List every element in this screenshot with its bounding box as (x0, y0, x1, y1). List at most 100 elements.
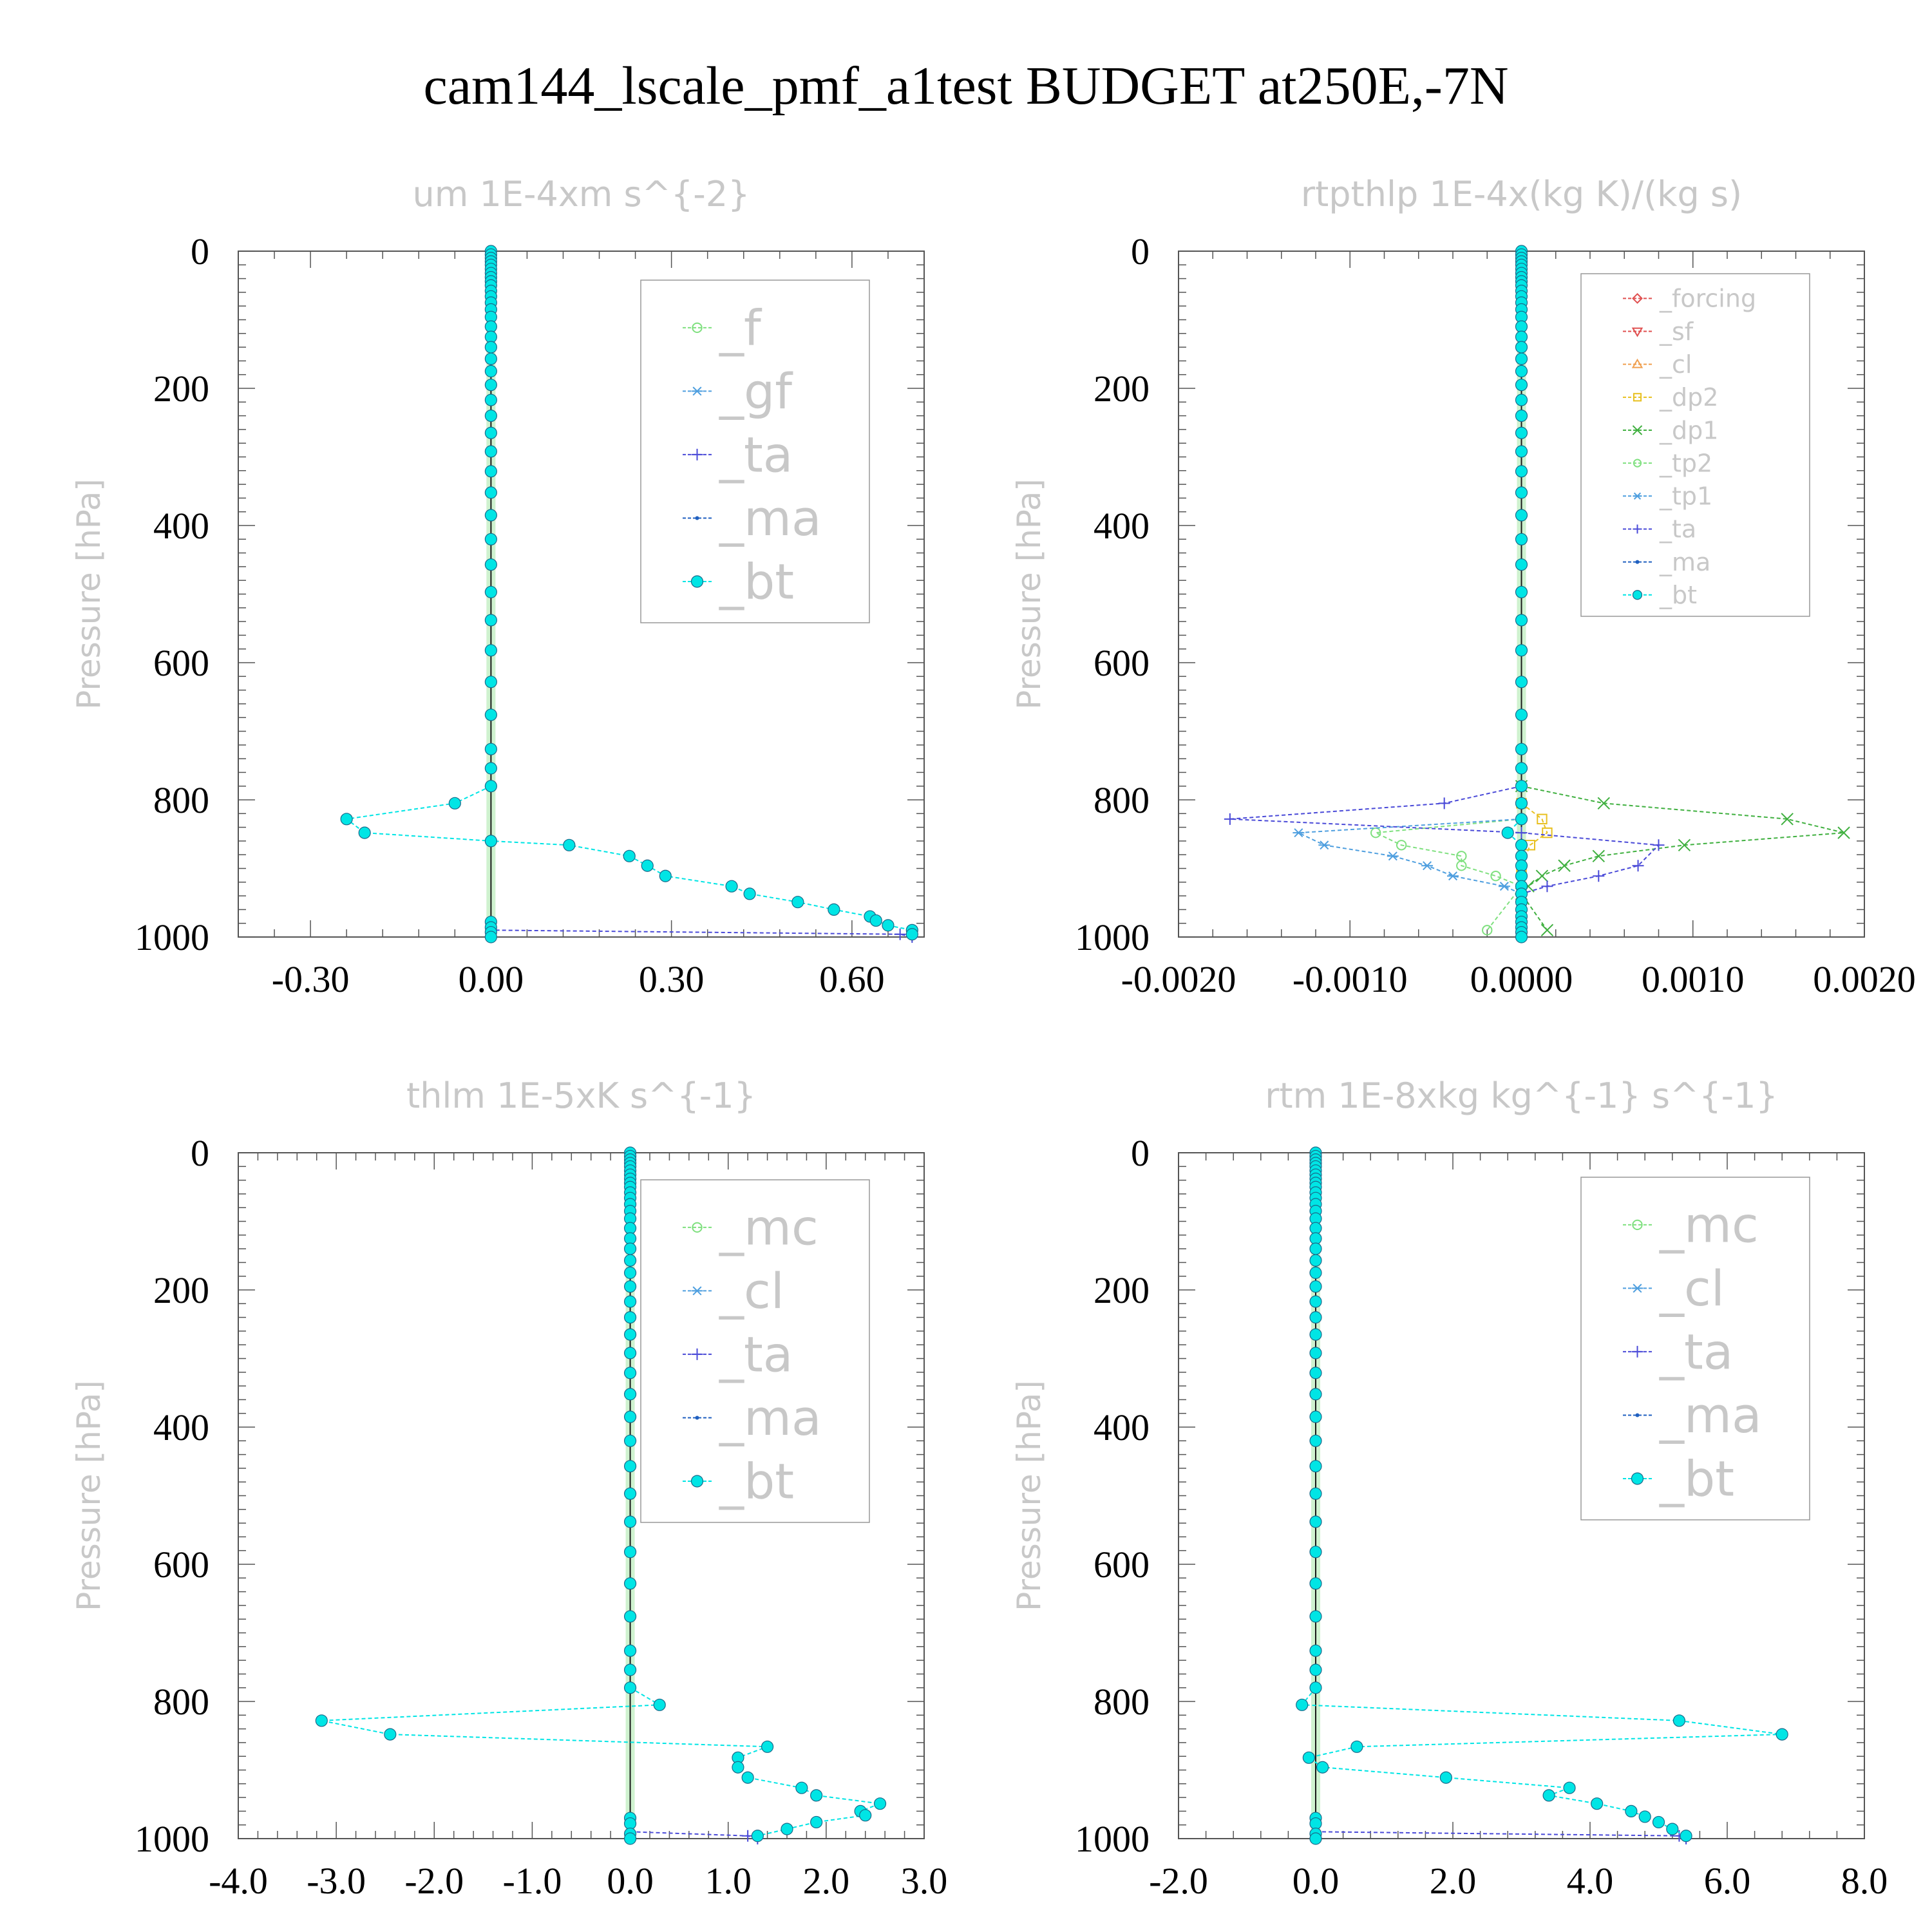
plot-frame (238, 1152, 925, 1839)
legend-label: _ta (1659, 1323, 1733, 1381)
data-point (315, 1714, 328, 1727)
data-point (1309, 1546, 1322, 1558)
data-point (1515, 558, 1528, 571)
legend-label: _mc (1659, 1196, 1759, 1253)
legend-label: _tp2 (1659, 449, 1712, 477)
data-point (1309, 1832, 1322, 1845)
data-point (1638, 1810, 1651, 1823)
data-point (484, 445, 497, 458)
data-point (659, 869, 672, 882)
panel-title: um 1E-4xm s^{-2} (413, 174, 750, 214)
data-point (484, 931, 497, 943)
data-point (1501, 826, 1514, 839)
legend-box (640, 279, 870, 623)
panel-3: thlm 1E-5xK s^{-1} Pressure [hPa] 0 200 400 6… (70, 1075, 947, 1902)
data-point (1309, 1515, 1322, 1528)
y-tick-label: 800 (1094, 779, 1150, 821)
data-point (484, 320, 497, 333)
legend-box (1580, 273, 1810, 617)
data-point (1632, 860, 1644, 872)
data-point (484, 762, 497, 775)
data-point (751, 1830, 764, 1842)
data-point (1224, 813, 1236, 825)
data-point (1350, 1740, 1363, 1753)
x-tick-label: 2.0 (803, 1860, 850, 1902)
data-point (358, 826, 371, 839)
data-point (1515, 931, 1528, 943)
data-point (1309, 1681, 1322, 1694)
panel-title: thlm 1E-5xK s^{-1} (406, 1075, 756, 1116)
data-point (810, 1815, 823, 1829)
plot-frame (238, 251, 925, 938)
series-line (490, 922, 913, 938)
bt-zero-markers (1309, 1146, 1322, 1845)
data-point (1515, 320, 1528, 333)
y-tick-label: 800 (153, 779, 209, 821)
series-line (1520, 785, 1844, 931)
legend-label: _f (719, 299, 762, 356)
series-bt (340, 780, 918, 941)
legend-marker (1631, 327, 1643, 337)
data-point (1439, 1771, 1452, 1784)
data-point (1387, 851, 1399, 861)
data-point (1370, 827, 1381, 838)
legend-label: _cl (1659, 1260, 1725, 1317)
series-ta (1310, 1826, 1692, 1844)
data-point (1309, 1388, 1322, 1401)
data-point (1309, 1460, 1322, 1473)
x-tick-label: 0.0000 (1470, 958, 1573, 1000)
data-point (1515, 827, 1528, 839)
legend-marker (1631, 1345, 1643, 1358)
data-point (828, 903, 840, 916)
data-point (623, 1388, 637, 1401)
legend-label: _ta (719, 1326, 793, 1383)
series-bt (1501, 813, 1528, 851)
data-point (623, 1460, 637, 1473)
legend-label: _dp2 (1659, 383, 1718, 412)
data-point (484, 379, 497, 392)
series-tp1 (1293, 814, 1528, 898)
data-point (869, 914, 882, 927)
data-point (1309, 1663, 1322, 1676)
data-point (384, 1728, 397, 1741)
data-point (484, 644, 497, 657)
legend-box (640, 1179, 870, 1523)
data-point (484, 509, 497, 522)
data-point (1597, 797, 1611, 810)
y-axis-label: Pressure [hPa] (1010, 478, 1048, 710)
bt-zero-markers (623, 1146, 637, 1845)
data-point (623, 1266, 637, 1279)
y-tick-label: 800 (153, 1681, 209, 1723)
data-point (761, 1740, 774, 1753)
legend: _forcing _sf _cl _dp2 _dp1 _tp2 _tp1 _ta _ma _bt (1580, 273, 1810, 617)
data-point (623, 1644, 637, 1657)
data-point (484, 614, 497, 627)
data-point (1447, 871, 1459, 881)
legend-label: _mc (719, 1198, 819, 1256)
data-point (1515, 838, 1528, 851)
legend-label: _forcing (1659, 285, 1756, 313)
data-point (1490, 871, 1501, 882)
x-tick-label: -0.30 (272, 958, 350, 1000)
data-point (623, 1328, 637, 1341)
bt-zero-markers (1515, 245, 1528, 943)
data-point (1563, 1781, 1576, 1794)
data-point (1515, 708, 1528, 721)
legend-label: _ma (1659, 1387, 1762, 1444)
data-point (484, 708, 497, 721)
x-tick-label: -0.0010 (1293, 958, 1408, 1000)
panel-1: um 1E-4xm s^{-2} Pressure [hPa] 0 200 400 600… (70, 174, 925, 1000)
legend-label: _cl (1659, 350, 1692, 379)
data-point (623, 1610, 637, 1623)
legend-marker (691, 1348, 703, 1360)
data-point (484, 486, 497, 499)
x-tick-label: -1.0 (503, 1860, 562, 1902)
x-tick-label: 0.0010 (1642, 958, 1745, 1000)
data-point (653, 1698, 666, 1711)
data-point (1515, 445, 1528, 458)
legend-marker (1633, 459, 1642, 468)
data-point (1678, 838, 1691, 851)
legend-marker (695, 516, 699, 520)
data-point (1309, 1242, 1322, 1255)
y-tick-label: 400 (153, 1406, 209, 1448)
